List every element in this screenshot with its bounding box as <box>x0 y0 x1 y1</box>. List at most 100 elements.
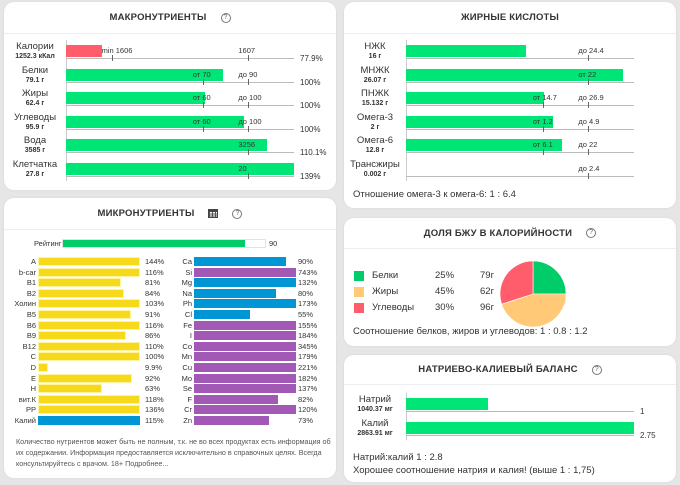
micro-right-bar[interactable] <box>194 384 296 394</box>
sodium-potassium-header: НАТРИЕВО-КАЛИЕВЫЙ БАЛАНС ? <box>344 355 676 385</box>
micro-right-bar[interactable] <box>194 405 296 415</box>
micro-right-bar[interactable] <box>194 363 296 372</box>
micro-right-bar[interactable] <box>194 341 296 351</box>
micro-left-bar[interactable] <box>38 310 131 319</box>
macro-row-name: Клетчатка <box>12 158 58 170</box>
macro-row-value: 110.1% <box>300 148 327 157</box>
fatty-row-bar[interactable] <box>406 68 623 81</box>
legend-swatch-icon <box>354 303 364 313</box>
rating-value: 90 <box>269 239 278 248</box>
micro-left-bar[interactable] <box>38 352 140 362</box>
micro-left-percent: 103% <box>145 299 165 309</box>
micro-right-bar[interactable] <box>194 394 278 404</box>
macro-row-value: 100% <box>300 77 321 87</box>
micro-left-bar[interactable] <box>38 267 140 277</box>
macro-row-tick-label: до 100 <box>238 93 262 102</box>
micro-left-bar[interactable] <box>38 394 140 404</box>
micro-left-bar[interactable] <box>38 278 121 288</box>
micro-right-bar[interactable] <box>194 310 251 319</box>
fatty-row-tick-label: до 26.9 <box>578 93 604 102</box>
macro-row-bar[interactable] <box>66 139 267 151</box>
macro-row-label: Жиры 62.4 г <box>6 89 64 109</box>
micro-left-bar[interactable] <box>38 320 140 330</box>
micro-left-bar[interactable] <box>38 257 140 266</box>
bju-legend-grams: 79г <box>480 270 495 281</box>
micro-left-label: B5 <box>26 310 36 319</box>
macro-row-tick <box>248 125 250 132</box>
macro-row-name: Калории <box>16 41 54 52</box>
micronutrients-footnote[interactable]: Количество нутриентов может быть не полн… <box>16 437 331 468</box>
micro-left-percent: 115% <box>145 416 164 425</box>
micro-left-percent: 110% <box>145 341 164 351</box>
fatty-row-bar[interactable] <box>406 92 544 104</box>
nak-row-bar[interactable] <box>406 398 489 410</box>
micro-right-label: Mg <box>181 278 192 288</box>
micro-right-bar[interactable] <box>194 373 296 383</box>
bju-legend-item: Белки 25% 79г <box>354 270 494 282</box>
micro-left-bar[interactable] <box>38 384 103 394</box>
macro-row-bar[interactable] <box>66 68 224 81</box>
micro-left-label: B9 <box>26 331 36 341</box>
pie-slice-protein[interactable] <box>532 260 567 295</box>
micro-right-percent: 221% <box>298 363 318 372</box>
micro-left-bar[interactable] <box>38 331 126 341</box>
macro-row-bar[interactable] <box>66 92 206 104</box>
bju-legend-item: Углеводы 30% 96г <box>354 302 494 314</box>
micro-right-label: F <box>187 394 192 404</box>
macro-row-value: 77.9% <box>300 54 323 63</box>
micro-left-bar[interactable] <box>38 341 140 351</box>
macro-row-bar[interactable] <box>66 162 294 175</box>
micro-right-bar[interactable] <box>194 331 296 341</box>
micro-right-label: Se <box>182 384 192 394</box>
macro-row-amount: 27.8 г <box>25 170 45 178</box>
macro-row-amount: 79.1 г <box>25 76 45 84</box>
macro-row-tick-label: от 60 <box>192 116 211 126</box>
table-icon[interactable] <box>208 209 219 218</box>
micro-right-bar[interactable] <box>194 416 269 425</box>
fatty-acids-header: ЖИРНЫЕ КИСЛОТЫ <box>344 2 676 34</box>
fatty-row-bar[interactable] <box>406 45 526 57</box>
nak-row-bar[interactable] <box>406 421 634 434</box>
fatty-row-label: ПНЖК 15.132 г <box>346 89 404 109</box>
micro-left-bar[interactable] <box>38 288 124 298</box>
micro-left-bar[interactable] <box>38 363 49 372</box>
fatty-row-bar[interactable] <box>406 115 554 128</box>
micro-right-bar[interactable] <box>194 320 296 330</box>
micro-right-bar[interactable] <box>194 352 296 362</box>
help-icon[interactable]: ? <box>586 228 597 238</box>
help-icon[interactable]: ? <box>591 364 602 375</box>
macro-row-bar[interactable] <box>66 45 102 57</box>
micro-left-percent: 92% <box>145 373 161 383</box>
pie-slice-fat[interactable] <box>501 293 567 328</box>
micro-right-bar[interactable] <box>194 267 296 277</box>
pie-slice-carbs[interactable] <box>499 260 534 305</box>
bju-legend-name: Белки <box>372 270 399 281</box>
macro-row-axis <box>66 58 294 59</box>
help-icon[interactable]: ? <box>232 208 243 219</box>
micro-left-bar[interactable] <box>38 405 140 415</box>
bju-legend-grams: 96г <box>480 302 495 313</box>
micro-left-bar[interactable] <box>38 299 140 309</box>
micro-right-bar[interactable] <box>194 299 296 309</box>
fatty-row-bar[interactable] <box>406 139 563 151</box>
fatty-row-name: Омега-6 <box>356 135 394 146</box>
micro-right-bar[interactable] <box>194 257 286 266</box>
micro-left-percent: 116% <box>145 267 164 277</box>
macro-row-name: Жиры <box>21 88 49 99</box>
micro-left-label: A <box>30 257 36 266</box>
micro-right-bar[interactable] <box>194 288 276 298</box>
fatty-row-tick-label: от 22 <box>578 69 597 79</box>
fatty-row-name: ПНЖК <box>361 88 389 99</box>
micro-left-percent: 9.9% <box>145 363 163 372</box>
fatty-row-axis <box>406 175 634 177</box>
macro-row-amount: 62.4 г <box>25 100 45 107</box>
micro-left-bar[interactable] <box>38 373 132 383</box>
macro-row-tick-label: до 90 <box>238 69 258 79</box>
micro-right-bar[interactable] <box>194 278 296 288</box>
micro-left-bar[interactable] <box>38 416 140 425</box>
macro-row-label: Вода 3585 г <box>6 136 64 156</box>
micro-right-label: Ph <box>182 299 192 309</box>
help-icon[interactable]: ? <box>220 12 231 23</box>
fatty-row-name: Омега-3 <box>356 111 394 123</box>
macro-row-bar[interactable] <box>66 115 244 128</box>
